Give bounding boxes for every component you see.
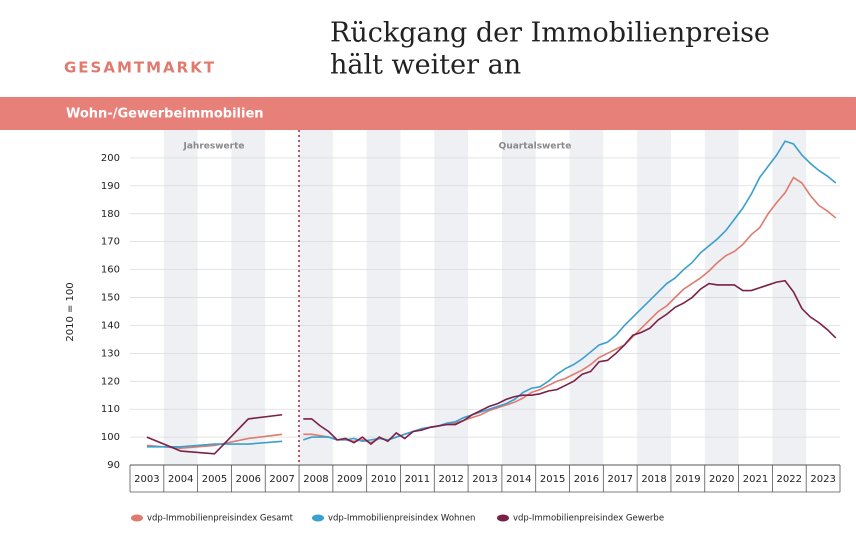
y-tick-label: 170 [101,237,120,248]
title-line: hält weiter an [330,50,521,81]
x-tick-label: 2018 [641,474,666,485]
x-tick-label: 2010 [371,474,396,485]
y-tick-label: 180 [101,209,120,220]
title-line: Rückgang der Immobilienpreise [330,18,770,49]
quarterly-line [303,140,837,443]
quarterly-line [303,279,837,446]
x-tick-label: 2020 [709,474,734,485]
x-tick-label: 2011 [405,474,430,485]
y-tick-label: 160 [101,265,120,276]
x-tick-label: 2017 [608,474,633,485]
legend-marker [131,514,143,522]
x-tick-label: 2003 [134,474,159,485]
x-tick-label: 2013 [472,474,497,485]
y-tick-label: 130 [101,348,120,359]
x-tick-label: 2005 [202,474,227,485]
y-tick-label: 140 [101,320,120,331]
x-tick-label: 2012 [438,474,463,485]
kicker: GESAMTMARKT [64,59,216,77]
x-tick-label: 2023 [810,474,835,485]
x-tick-label: 2009 [337,474,362,485]
banner [0,97,856,130]
y-tick-label: 150 [101,293,120,304]
x-tick-label: 2008 [303,474,328,485]
section-label: Jahreswerte [183,142,245,152]
annual-line [146,413,283,455]
x-tick-label: 2014 [506,474,531,485]
section-label: Quartalswerte [499,142,572,152]
y-tick-label: 110 [101,404,120,415]
y-tick-label: 90 [107,460,120,471]
x-tick-label: 2021 [743,474,768,485]
legend-label: vdp-Immobilienpreisindex Gewerbe [513,514,664,524]
legend-marker [312,514,324,522]
x-tick-label: 2016 [574,474,599,485]
legend-marker [497,514,509,522]
x-tick-label: 2006 [236,474,261,485]
y-tick-label: 190 [101,181,120,192]
x-tick-label: 2019 [675,474,700,485]
y-axis-label: 2010 = 100 [65,282,76,341]
x-tick-label: 2007 [269,474,294,485]
y-tick-label: 120 [101,376,120,387]
x-tick-label: 2015 [540,474,565,485]
chart-title: Wohn-/Gewerbeimmobilien [66,107,264,122]
legend-label: vdp-Immobilienpreisindex Gesamt [147,514,294,524]
x-tick-label: 2022 [777,474,802,485]
y-tick-label: 200 [101,153,120,164]
x-tick-label: 2004 [168,474,193,485]
legend-label: vdp-Immobilienpreisindex Wohnen [328,514,475,524]
y-tick-label: 100 [101,432,120,443]
